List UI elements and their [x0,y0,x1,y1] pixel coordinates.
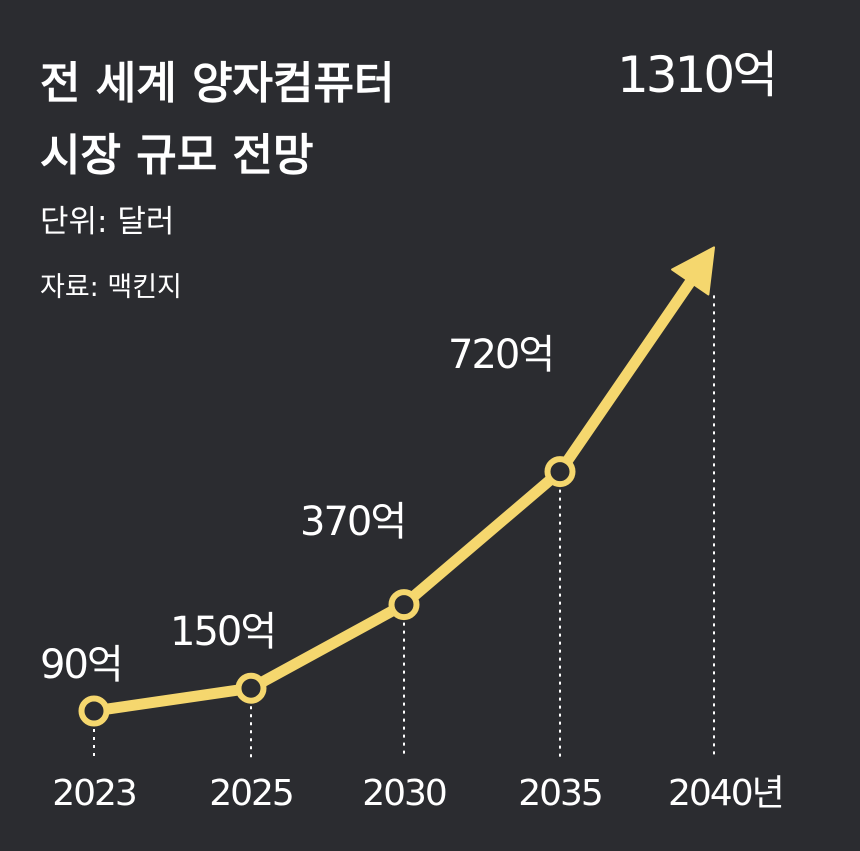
x-tick-2030: 2030 [362,773,446,814]
x-tick-2040년: 2040년 [668,773,783,814]
data-label-2040년: 1310억 [617,46,775,104]
x-axis-ticks: 2023 2025 2030 2035 2040년 [52,773,783,814]
data-label-2030: 370억 [300,499,405,545]
data-label-2025: 150억 [170,609,275,655]
chart-title: 전 세계 양자컴퓨터 시장 규모 전망 [40,58,394,181]
source-label: 자료: 맥킨지 [40,272,182,303]
x-tick-2023: 2023 [52,773,136,814]
data-point-2023 [82,699,107,724]
chart-title-line-1: 전 세계 양자컴퓨터 [40,58,394,109]
data-point-2025 [239,676,264,701]
data-point-2035 [548,459,573,484]
chart-title-line-2: 시장 규모 전망 [40,130,314,181]
data-label-2023: 90억 [40,642,122,688]
unit-label: 단위: 달러 [40,204,174,240]
x-tick-2035: 2035 [518,773,602,814]
x-tick-2025: 2025 [209,773,293,814]
data-label-2035: 720억 [448,332,553,378]
data-point-2030 [392,592,417,617]
